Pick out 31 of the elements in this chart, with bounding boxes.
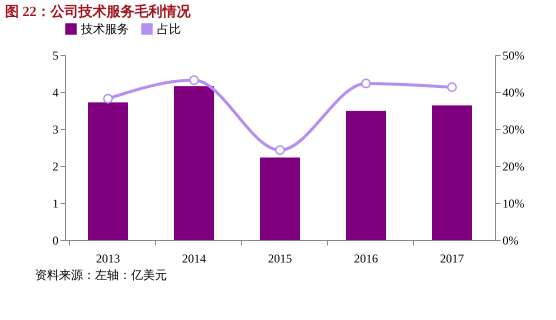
- y2-tick-label: 10%: [502, 196, 524, 210]
- chart-title: 图 22：公司技术服务毛利情况: [5, 3, 192, 20]
- x-tick-label: 2015: [268, 252, 292, 266]
- legend-label: 占比: [157, 22, 181, 36]
- legend-label: 技术服务: [80, 22, 129, 36]
- point: [447, 82, 457, 92]
- y-tick-label: 5: [52, 48, 58, 62]
- x-tick-label: 2016: [354, 252, 378, 266]
- x-tick-label: 2013: [96, 252, 120, 266]
- bar: [432, 105, 472, 240]
- y2-tick-label: 20%: [502, 160, 524, 174]
- point: [189, 75, 199, 86]
- y-tick-label: 3: [52, 122, 58, 136]
- bar: [174, 86, 214, 240]
- y2-tick-label: 50%: [502, 48, 524, 62]
- y-tick-label: 1: [52, 196, 58, 210]
- point: [361, 78, 371, 88]
- y-tick-label: 2: [52, 160, 58, 174]
- point: [103, 94, 113, 104]
- bar: [260, 157, 300, 240]
- y2-tick-label: 40%: [502, 86, 524, 100]
- y2-tick-label: 30%: [502, 122, 524, 136]
- text: 资料来源：左轴：亿美元: [35, 268, 167, 282]
- point: [275, 145, 285, 156]
- y-tick-label: 4: [52, 86, 58, 100]
- bar: [346, 110, 386, 240]
- bar: [88, 102, 128, 240]
- x-tick-label: 2017: [440, 252, 464, 266]
- x-tick-label: 2014: [182, 252, 206, 266]
- y2-tick-label: 0%: [502, 234, 518, 248]
- y-tick-label: 0: [52, 234, 58, 248]
